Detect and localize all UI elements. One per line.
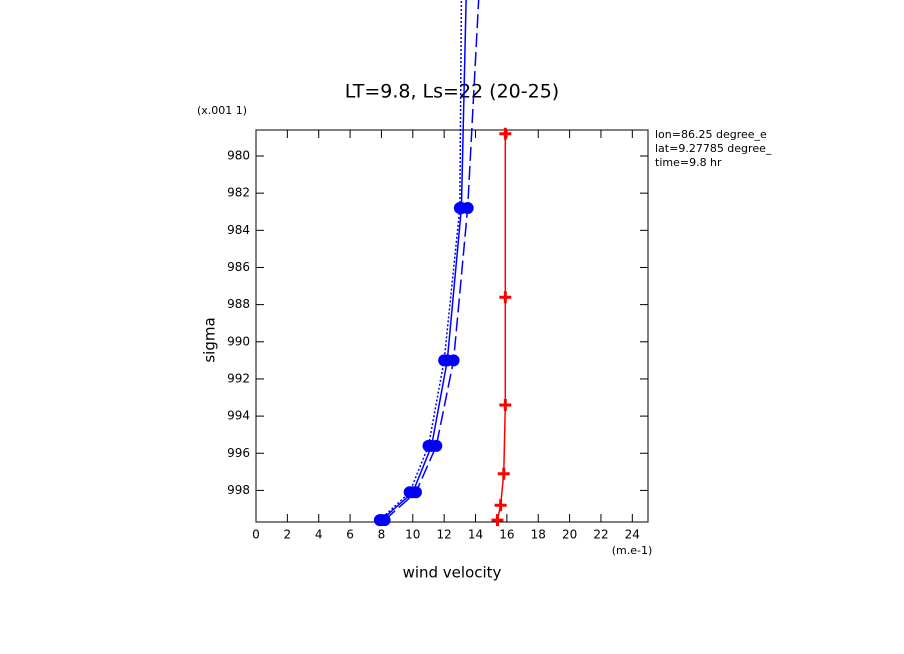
y-axis-label: sigma bbox=[201, 317, 219, 362]
y-tick-label: 990 bbox=[227, 334, 250, 348]
annotation: lat=9.27785 degree_ bbox=[655, 142, 772, 155]
marker bbox=[499, 291, 512, 304]
marker bbox=[499, 127, 512, 140]
x-tick-label: 12 bbox=[437, 528, 452, 542]
marker bbox=[447, 354, 460, 367]
marker bbox=[499, 398, 512, 411]
y-units: (x.001 1) bbox=[197, 104, 247, 117]
marker bbox=[403, 486, 416, 499]
series-line bbox=[379, 0, 463, 521]
marker bbox=[373, 514, 386, 527]
y-tick-label: 982 bbox=[227, 186, 250, 200]
marker bbox=[422, 439, 435, 452]
x-tick-label: 20 bbox=[562, 528, 577, 542]
marker bbox=[491, 514, 504, 527]
y-tick-label: 986 bbox=[227, 260, 250, 274]
annotation: lon=86.25 degree_e bbox=[655, 128, 767, 141]
marker bbox=[453, 202, 466, 215]
x-axis-label: wind velocity bbox=[403, 564, 502, 582]
series-line bbox=[384, 0, 480, 521]
x-tick-label: 24 bbox=[625, 528, 640, 542]
y-tick-label: 992 bbox=[227, 371, 250, 385]
x-tick-label: 6 bbox=[346, 528, 354, 542]
x-units: (m.e-1) bbox=[612, 544, 653, 557]
y-tick-label: 994 bbox=[227, 409, 250, 423]
y-tick-label: 988 bbox=[227, 297, 250, 311]
x-tick-label: 22 bbox=[593, 528, 608, 542]
chart-title: LT=9.8, Ls=22 (20-25) bbox=[345, 81, 559, 103]
y-tick-label: 996 bbox=[227, 446, 250, 460]
x-tick-label: 14 bbox=[468, 528, 483, 542]
x-tick-label: 4 bbox=[315, 528, 323, 542]
marker bbox=[497, 467, 510, 480]
marker bbox=[438, 354, 451, 367]
y-tick-label: 984 bbox=[227, 223, 250, 237]
x-tick-label: 10 bbox=[405, 528, 420, 542]
annotation: time=9.8 hr bbox=[655, 156, 722, 169]
marker bbox=[494, 499, 507, 512]
x-tick-label: 8 bbox=[378, 528, 386, 542]
x-tick-label: 18 bbox=[531, 528, 546, 542]
y-tick-label: 980 bbox=[227, 149, 250, 163]
series-line bbox=[496, 133, 507, 521]
annotations: lon=86.25 degree_e lat=9.27785 degree_ t… bbox=[655, 128, 772, 169]
x-tick-label: 0 bbox=[252, 528, 260, 542]
y-tick-label: 998 bbox=[227, 483, 250, 497]
x-tick-label: 2 bbox=[284, 528, 292, 542]
plot-frame bbox=[255, 129, 649, 523]
x-tick-label: 16 bbox=[499, 528, 514, 542]
